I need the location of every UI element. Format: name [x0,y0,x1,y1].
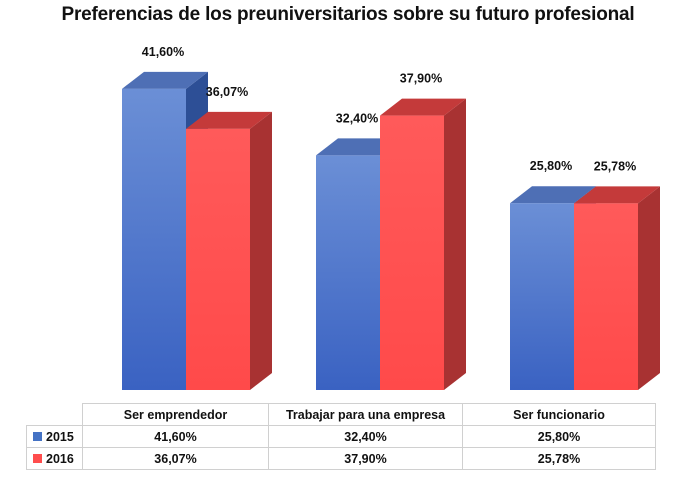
legend-swatch-2015 [33,431,42,441]
data-table: Ser emprendedor Trabajar para una empres… [26,403,656,470]
bar-2016-0 [186,111,272,390]
table-cell: 25,80% [462,425,656,448]
bar-2016-1 [380,98,466,390]
legend-entry-2016: 2016 [26,447,83,470]
table-cell: 36,07% [82,447,269,470]
table-cell: 25,78% [462,447,656,470]
bar-side [444,98,466,390]
category-header: Ser emprendedor [82,403,269,426]
bar-chart: 41,60% 36,07% 32,40% 37,90% 25,80% 25,78% [122,45,660,390]
legend-swatch-2016 [33,453,42,463]
bar-side [250,111,272,390]
table-row: 2015 41,60% 32,40% 25,80% [26,425,656,448]
data-label: 32,40% [336,111,378,125]
bar-2016-2 [574,186,660,390]
bar-top [186,111,272,129]
bar-front [510,203,574,390]
legend-label: 2015 [46,429,74,444]
data-label: 41,60% [142,45,184,59]
bar-top [122,71,208,89]
bar-front [574,203,638,390]
data-label: 37,90% [400,72,442,86]
bar-front [122,88,186,390]
bar-side [638,186,660,390]
bar-front [186,128,250,390]
bar-front [380,115,444,390]
chart-title: Preferencias de los preuniversitarios so… [61,4,635,25]
table-corner [26,403,83,426]
category-header: Trabajar para una empresa [268,403,463,426]
legend-entry-2015: 2015 [26,425,83,448]
bar-top [380,98,466,116]
table-cell: 32,40% [268,425,463,448]
table-header-row: Ser emprendedor Trabajar para una empres… [26,403,656,426]
data-label: 36,07% [206,85,248,99]
table-row: 2016 36,07% 37,90% 25,78% [26,447,656,470]
data-label: 25,80% [530,159,572,173]
table-cell: 37,90% [268,447,463,470]
category-header: Ser funcionario [462,403,656,426]
data-label: 25,78% [594,159,636,173]
bar-front [316,155,380,390]
bar-top [510,186,596,204]
legend-label: 2016 [46,451,74,466]
bar-top [574,186,660,204]
table-cell: 41,60% [82,425,269,448]
